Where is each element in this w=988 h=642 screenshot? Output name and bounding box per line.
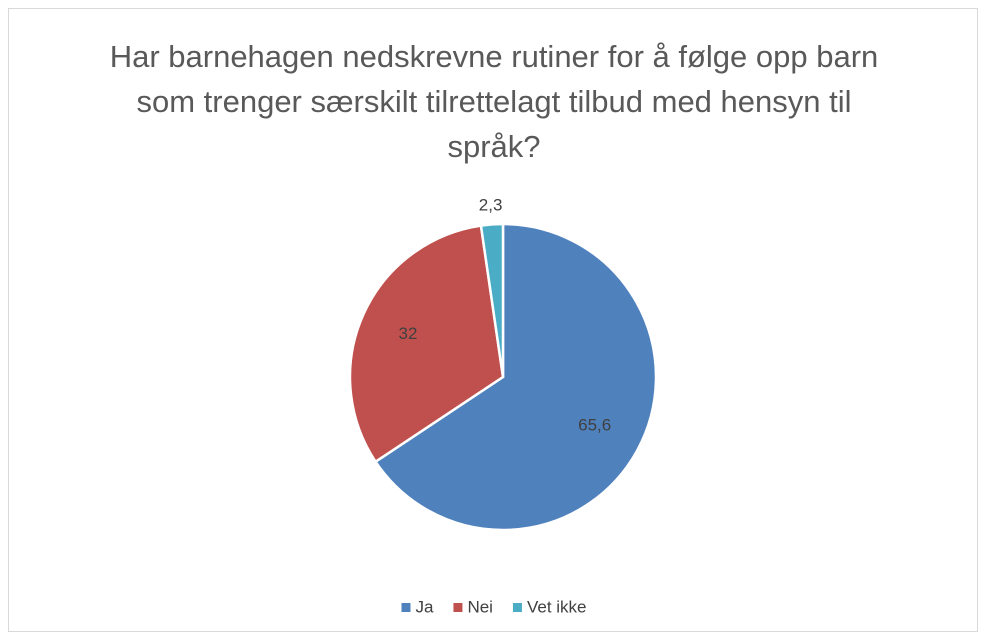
data-label: 65,6 bbox=[578, 416, 611, 435]
legend-swatch bbox=[401, 603, 411, 612]
legend-label: Ja bbox=[415, 597, 434, 616]
pie-slice bbox=[479, 222, 505, 378]
chart-frame bbox=[8, 8, 978, 632]
data-label: 2,3 bbox=[479, 196, 503, 215]
legend-swatch bbox=[512, 603, 522, 612]
legend-label: Nei bbox=[467, 597, 493, 616]
pie-slice bbox=[348, 224, 505, 464]
pie-slice bbox=[373, 222, 658, 532]
data-label: 32 bbox=[399, 324, 418, 343]
chart-title: Har barnehagen nedskrevne rutiner for å … bbox=[109, 39, 879, 164]
legend-label: Vet ikke bbox=[527, 597, 587, 616]
legend-swatch bbox=[453, 603, 463, 612]
